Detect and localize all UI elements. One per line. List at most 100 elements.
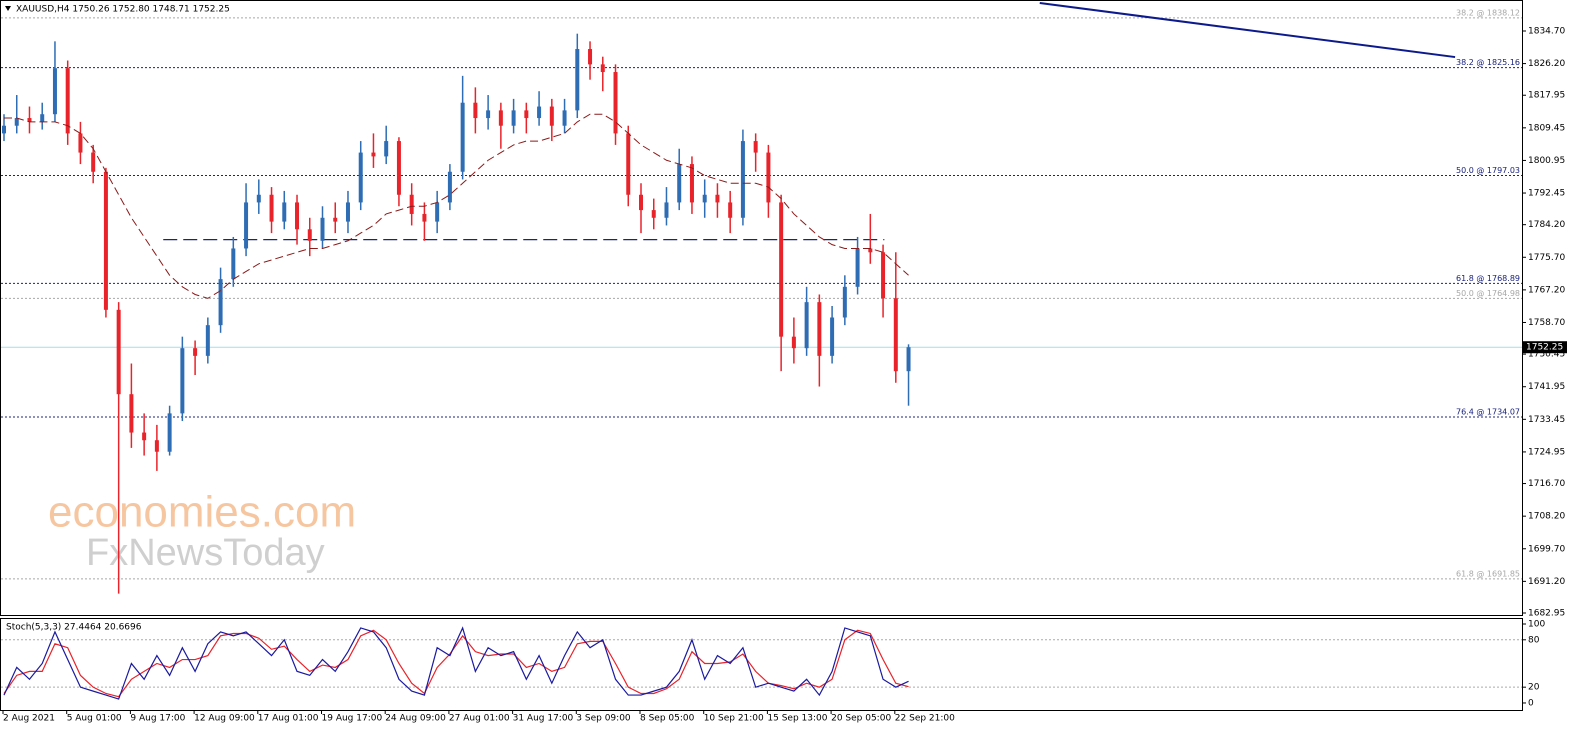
x-tick-label: 17 Aug 01:00 bbox=[258, 714, 319, 724]
candle-body bbox=[524, 110, 529, 119]
y-tick-label: 1800.95 bbox=[1528, 156, 1565, 166]
candle-body bbox=[626, 133, 631, 195]
candle-body bbox=[868, 248, 873, 253]
y-tick-label: 1784.20 bbox=[1528, 220, 1565, 230]
candle-body bbox=[27, 118, 32, 122]
moving-average bbox=[4, 113, 909, 299]
candle-body bbox=[180, 348, 185, 414]
y-tick-label: 1792.45 bbox=[1528, 189, 1565, 199]
candle-body bbox=[52, 68, 57, 115]
candle-body bbox=[409, 194, 414, 214]
candle-body bbox=[142, 432, 147, 441]
candle-body bbox=[154, 440, 159, 452]
candle-body bbox=[715, 194, 720, 203]
candle-body bbox=[396, 141, 401, 195]
fib-label: 61.8 @ 1768.89 bbox=[1456, 274, 1520, 283]
candle-body bbox=[435, 202, 440, 222]
candle-body bbox=[345, 202, 350, 222]
candle-body bbox=[14, 118, 19, 126]
fib-label: 76.4 @ 1734.07 bbox=[1456, 407, 1520, 416]
candle-body bbox=[549, 106, 554, 126]
candle-body bbox=[842, 286, 847, 318]
candle-body bbox=[562, 110, 567, 126]
x-tick-label: 8 Sep 05:00 bbox=[640, 714, 695, 724]
x-tick-label: 31 Aug 17:00 bbox=[513, 714, 574, 724]
candle-body bbox=[728, 202, 733, 218]
stoch-line bbox=[3, 626, 909, 700]
candle-body bbox=[817, 302, 822, 356]
y-tick-label: 1750.45 bbox=[1528, 350, 1565, 360]
candle-body bbox=[91, 152, 96, 172]
menu-arrow[interactable] bbox=[5, 6, 11, 11]
stoch-frame bbox=[0, 618, 1523, 711]
x-tick-label: 27 Aug 01:00 bbox=[449, 714, 510, 724]
watermark: FxNewsToday bbox=[86, 532, 325, 574]
x-tick-label: 24 Aug 09:00 bbox=[385, 714, 446, 724]
candle-body bbox=[677, 164, 682, 203]
candle-body bbox=[333, 217, 338, 222]
x-tick-label: 9 Aug 17:00 bbox=[130, 714, 185, 724]
candle-body bbox=[689, 164, 694, 203]
stoch-y-tick-label: 20 bbox=[1528, 683, 1540, 693]
candle-body bbox=[753, 141, 758, 153]
y-tick-label: 1741.95 bbox=[1528, 382, 1565, 392]
fib-label: 50.0 @ 1764.98 bbox=[1456, 289, 1520, 298]
candle-body bbox=[116, 309, 121, 395]
fib-label: 38.2 @ 1825.16 bbox=[1456, 58, 1520, 67]
candle-body bbox=[193, 348, 198, 356]
candle-body bbox=[295, 202, 300, 230]
candle-body bbox=[498, 110, 503, 126]
x-tick-label: 15 Sep 13:00 bbox=[767, 714, 827, 724]
y-tick-label: 1716.70 bbox=[1528, 479, 1565, 489]
candle-body bbox=[473, 102, 478, 119]
candle-body bbox=[167, 413, 172, 452]
candle-body bbox=[766, 152, 771, 203]
stoch-y-tick-label: 80 bbox=[1528, 635, 1540, 645]
candle-body bbox=[511, 110, 516, 126]
y-tick-label: 1724.95 bbox=[1528, 447, 1565, 457]
x-tick-label: 20 Sep 05:00 bbox=[831, 714, 891, 724]
candle-body bbox=[486, 110, 491, 119]
candle-body bbox=[422, 213, 427, 222]
candle-body bbox=[129, 394, 134, 433]
candle-body bbox=[371, 152, 376, 157]
candle-body bbox=[384, 141, 389, 157]
candle-body bbox=[791, 336, 796, 349]
candle-body bbox=[779, 202, 784, 337]
stoch-label: Stoch(5,3,3) 27.4464 20.6696 bbox=[6, 623, 142, 633]
candle-body bbox=[358, 152, 363, 203]
stoch-y-tick-label: 0 bbox=[1528, 698, 1534, 708]
candle-body bbox=[282, 202, 287, 222]
candle-body bbox=[651, 210, 656, 218]
candle-body bbox=[575, 49, 580, 111]
header: XAUUSD,H4 1750.26 1752.80 1748.71 1752.2… bbox=[16, 5, 230, 15]
y-tick-label: 1775.70 bbox=[1528, 253, 1565, 263]
candle-body bbox=[613, 72, 618, 134]
candle-body bbox=[78, 133, 83, 153]
candle-body bbox=[205, 325, 210, 356]
candle-body bbox=[307, 229, 312, 241]
main-frame bbox=[0, 0, 1523, 616]
stoch-line bbox=[3, 629, 909, 698]
candle-body bbox=[537, 106, 542, 119]
y-tick-label: 1817.95 bbox=[1528, 91, 1565, 101]
candle-body bbox=[40, 114, 45, 122]
candle-body bbox=[447, 171, 452, 203]
candle-body bbox=[740, 141, 745, 218]
x-tick-label: 5 Aug 01:00 bbox=[67, 714, 122, 724]
last-price-label: 1752.25 bbox=[1526, 343, 1563, 353]
y-tick-label: 1708.20 bbox=[1528, 512, 1565, 522]
x-tick-label: 2 Aug 2021 bbox=[3, 714, 55, 724]
y-tick-label: 1691.20 bbox=[1528, 577, 1565, 587]
candle-body bbox=[906, 347, 911, 372]
candle-body bbox=[664, 202, 669, 218]
candle-body bbox=[320, 217, 325, 241]
y-tick-label: 1826.20 bbox=[1528, 59, 1565, 69]
candle-body bbox=[65, 68, 70, 134]
candle-body bbox=[231, 248, 236, 280]
x-tick-label: 12 Aug 09:00 bbox=[194, 714, 255, 724]
candle-body bbox=[893, 298, 898, 372]
y-tick-label: 1682.95 bbox=[1528, 609, 1565, 619]
candle-body bbox=[256, 194, 261, 203]
